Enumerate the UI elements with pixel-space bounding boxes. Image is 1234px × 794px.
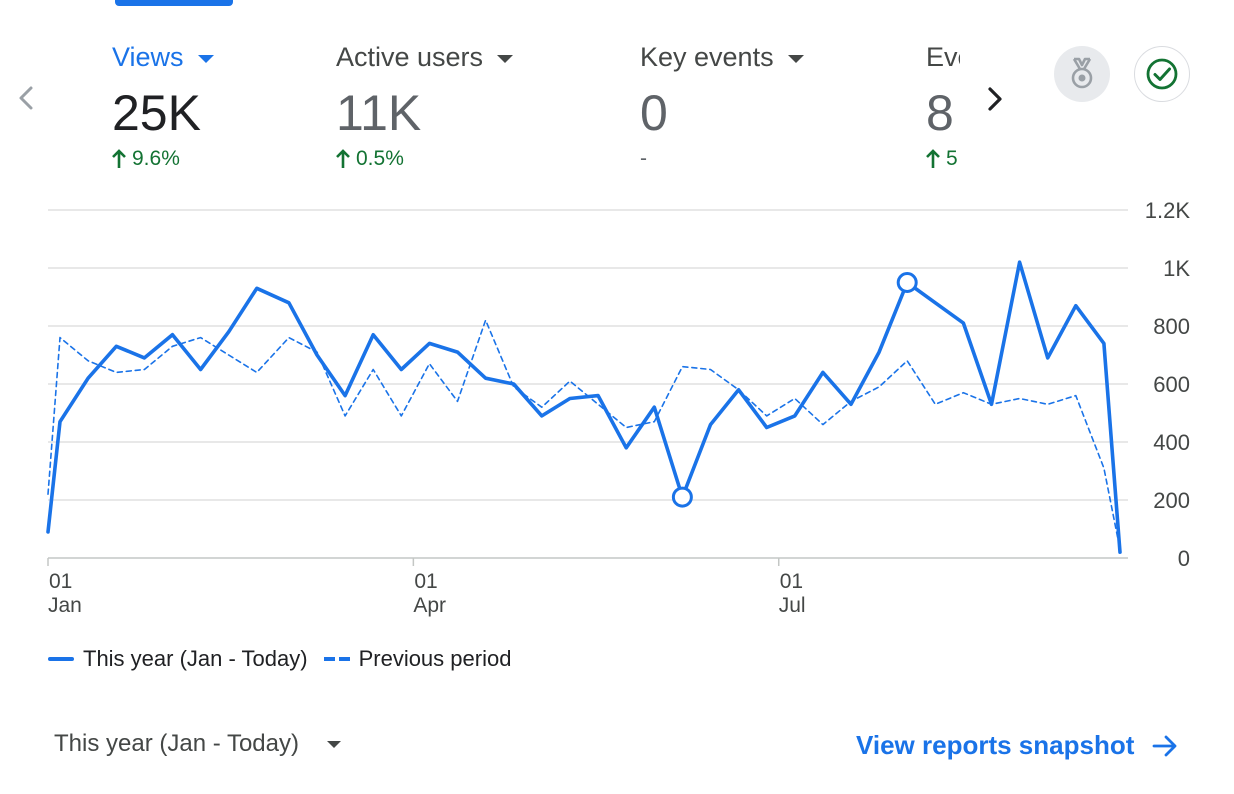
metric-label: Eve <box>926 42 960 72</box>
metric-label: Views <box>112 42 184 72</box>
y-tick-label: 400 <box>1153 430 1190 455</box>
views-line-chart: 0 200 400 600 800 1K 1.2K 01 Jan 01 Apr 01 Jul <box>0 200 1234 630</box>
x-tick-day: 01 <box>414 570 437 593</box>
metric-change: - <box>640 147 647 170</box>
metric-active-users[interactable]: Active users 11K 0.5% <box>336 42 514 171</box>
legend-label: This year (Jan - Today) <box>83 646 308 671</box>
x-tick-day: 01 <box>780 570 803 593</box>
highlight-point <box>896 272 918 293</box>
y-tick-label: 1.2K <box>1145 200 1191 223</box>
legend-item-previous[interactable]: Previous period <box>323 646 512 672</box>
arrow-up-icon <box>926 149 940 168</box>
caret-down-icon <box>787 54 804 63</box>
y-tick-label: 1K <box>1163 256 1190 281</box>
legend-item-this-year[interactable]: This year (Jan - Today) <box>48 646 308 672</box>
metric-change: 0.5% <box>356 147 404 170</box>
chart-legend: This year (Jan - Today) Previous period <box>48 646 527 672</box>
metric-cards: Views 25K 9.6% Active users 11K 0.5% Key… <box>0 0 960 200</box>
metric-value: 11K <box>336 85 422 141</box>
chevron-left-icon[interactable] <box>12 84 40 112</box>
y-tick-label: 800 <box>1153 314 1190 339</box>
x-tick-month: Jan <box>48 594 82 617</box>
metric-events[interactable]: Eve 8 5 <box>926 42 960 171</box>
metric-label: Key events <box>640 42 774 72</box>
legend-solid-swatch <box>48 657 74 661</box>
y-tick-label: 0 <box>1178 546 1190 571</box>
metric-change: 9.6% <box>132 147 180 170</box>
y-tick-label: 600 <box>1153 372 1190 397</box>
legend-label: Previous period <box>358 646 512 671</box>
caret-down-icon <box>326 740 341 748</box>
metric-value: 8 <box>926 85 954 141</box>
series-line-previous-period <box>47 319 1121 551</box>
metric-views[interactable]: Views 25K 9.6% <box>112 42 214 171</box>
snapshot-link-label: View reports snapshot <box>856 730 1135 760</box>
chevron-right-icon[interactable] <box>980 84 1010 114</box>
medal-button[interactable] <box>1054 46 1110 102</box>
caret-down-icon <box>497 54 514 63</box>
metric-key-events[interactable]: Key events 0 - <box>640 42 804 171</box>
arrow-right-icon <box>1152 735 1177 756</box>
check-button[interactable] <box>1134 46 1190 102</box>
caret-down-icon <box>197 54 214 63</box>
x-tick-day: 01 <box>49 570 72 593</box>
metric-value: 0 <box>640 85 668 141</box>
date-range-label: This year (Jan - Today) <box>54 730 299 757</box>
check-circle-icon <box>1146 58 1178 90</box>
y-tick-label: 200 <box>1153 488 1190 513</box>
metric-change: 5 <box>946 147 958 170</box>
x-tick-month: Apr <box>413 594 446 617</box>
x-tick-month: Jul <box>779 594 806 617</box>
metric-value: 25K <box>112 85 201 141</box>
legend-dashed-swatch <box>323 657 350 661</box>
series-line-this-year <box>46 260 1122 554</box>
highlight-point <box>671 486 693 508</box>
metric-label: Active users <box>336 42 484 72</box>
arrow-up-icon <box>336 149 350 168</box>
arrow-up-icon <box>112 149 126 168</box>
medal-icon <box>1071 57 1093 89</box>
view-reports-snapshot-link[interactable]: View reports snapshot <box>856 730 1178 761</box>
active-tab-indicator <box>115 0 233 6</box>
date-range-select[interactable]: This year (Jan - Today) <box>54 730 341 758</box>
